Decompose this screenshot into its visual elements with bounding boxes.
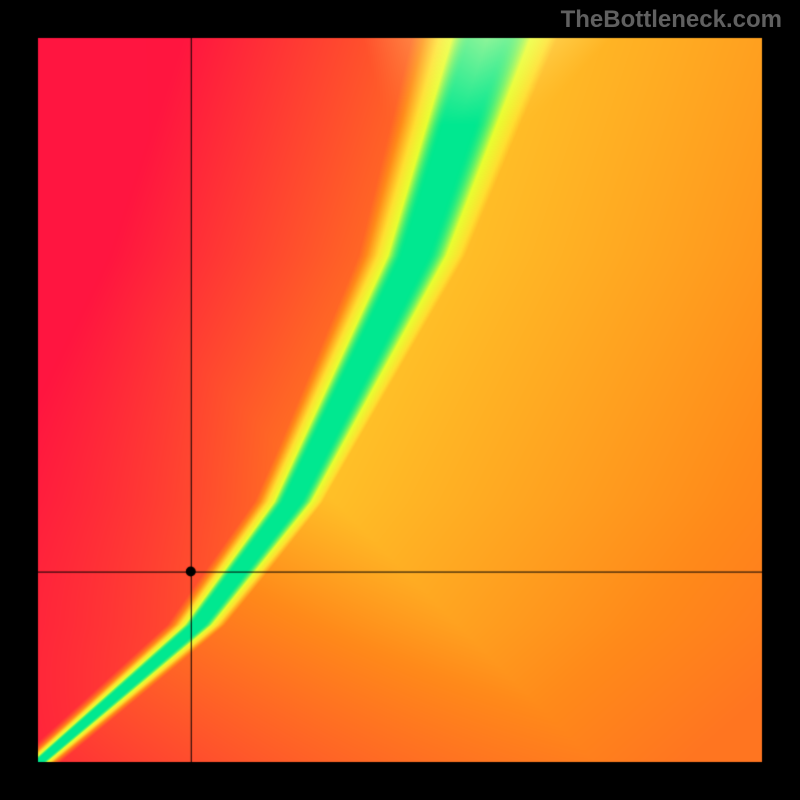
watermark-text: TheBottleneck.com: [561, 6, 782, 34]
bottleneck-heatmap: [0, 0, 800, 800]
